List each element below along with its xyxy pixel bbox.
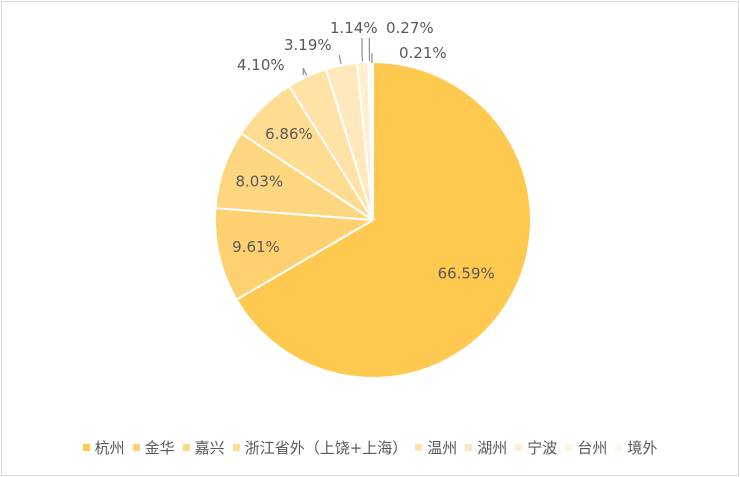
legend-swatch bbox=[465, 444, 473, 451]
legend-label: 湖州 bbox=[477, 439, 508, 457]
data-label-3: 8.03% bbox=[235, 172, 283, 190]
leader-line-7 bbox=[361, 38, 364, 62]
legend-swatch bbox=[182, 444, 190, 451]
legend-label: 金华 bbox=[144, 439, 175, 457]
legend-label: 温州 bbox=[427, 439, 458, 457]
label-leader-lines bbox=[302, 38, 373, 76]
data-label-9: 0.21% bbox=[399, 44, 447, 62]
legend-swatch bbox=[515, 444, 523, 451]
legend-label: 杭州 bbox=[94, 439, 125, 457]
data-label-7: 1.14% bbox=[330, 19, 378, 37]
legend-swatch bbox=[415, 444, 423, 451]
data-label-1: 66.59% bbox=[438, 264, 495, 282]
data-label-4: 6.86% bbox=[265, 125, 313, 143]
data-label-6: 3.19% bbox=[284, 36, 332, 54]
legend-label: 宁波 bbox=[527, 439, 558, 457]
legend-swatch bbox=[132, 444, 140, 451]
legend-swatch bbox=[615, 444, 623, 451]
data-label-2: 9.61% bbox=[232, 238, 280, 256]
legend-item-9: 境外 bbox=[615, 437, 657, 458]
pie-slice-1 bbox=[235, 60, 532, 379]
legend-label: 嘉兴 bbox=[194, 439, 225, 457]
legend-swatch bbox=[82, 444, 90, 451]
legend-item-3: 嘉兴 bbox=[182, 437, 225, 458]
leader-line-5 bbox=[302, 68, 308, 76]
legend-label: 境外 bbox=[627, 439, 658, 457]
legend-label: 浙江省外（上饶+上海） bbox=[244, 439, 408, 457]
pie-slices bbox=[214, 60, 532, 379]
leader-line-6 bbox=[338, 55, 342, 65]
legend-item-8: 台州 bbox=[565, 437, 607, 458]
pie-slice-2 bbox=[214, 207, 377, 302]
data-label-5: 4.10% bbox=[237, 56, 285, 74]
legend-swatch bbox=[232, 444, 240, 451]
legend-item-1: 杭州 bbox=[82, 437, 125, 458]
legend-item-5: 温州 bbox=[415, 437, 457, 458]
legend-swatch bbox=[565, 444, 573, 451]
legend-item-6: 湖州 bbox=[465, 437, 507, 458]
legend-item-7: 宁波 bbox=[515, 437, 557, 458]
legend-item-2: 金华 bbox=[132, 437, 175, 458]
data-label-8: 0.27% bbox=[386, 19, 434, 37]
data-labels: 66.59% 9.61% 8.03% 6.86% 4.10% 3.19%1.14% 0.27… bbox=[232, 19, 495, 282]
legend-label: 台州 bbox=[577, 439, 608, 457]
legend: 杭州 金华 嘉兴 浙江省外（上饶+上海） 温州 湖州 宁波 台州 境外 bbox=[0, 437, 740, 458]
legend-item-4: 浙江省外（上饶+上海） bbox=[232, 437, 408, 458]
